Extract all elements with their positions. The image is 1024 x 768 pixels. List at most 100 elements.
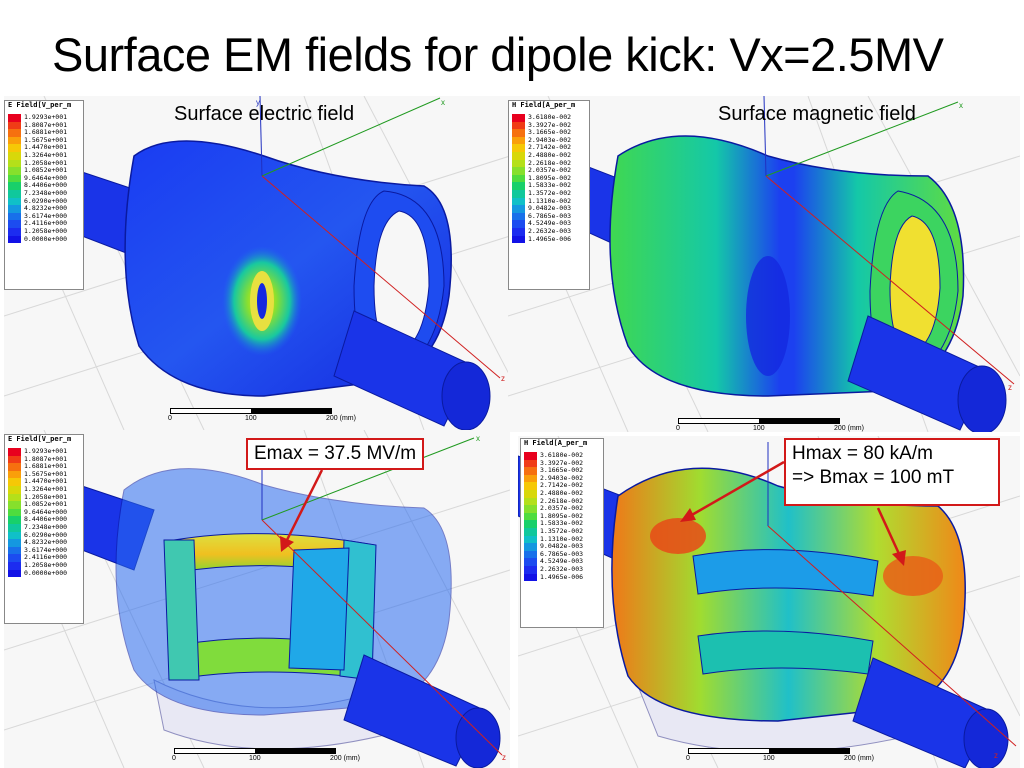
legend-value: 1.8095e-002 (528, 173, 572, 182)
legend-values: 1.9293e+001 1.8087e+001 1.6881e+001 1.5675e… (24, 113, 68, 243)
legend-value: 1.3264e+001 (24, 150, 68, 159)
legend-value: 1.3572e-002 (540, 526, 584, 535)
legend-swatch (8, 485, 21, 494)
legend-swatch (512, 136, 525, 145)
legend-value: 0.0000e+000 (24, 234, 68, 243)
legend-value: 3.6174e+000 (24, 211, 68, 220)
callout-arrow-emax (284, 469, 324, 543)
legend-swatch (524, 527, 537, 536)
legend-swatch (512, 212, 525, 221)
cavity-render-magnetic-bottom: z (518, 436, 1020, 768)
legend-swatch (8, 516, 21, 524)
panel-top-right-magnetic: x z H Field[A_per_m 3.6180e-002 3.3927e-0… (508, 96, 1020, 432)
legend-value: 1.4965e-006 (540, 572, 584, 581)
legend-value: 9.6464e+000 (24, 507, 68, 516)
legend-swatch (524, 550, 537, 559)
legend-swatch (524, 489, 537, 498)
legend-magnetic-field: H Field[A_per_m 3.6180e-002 3.3927e-002 3.… (508, 100, 590, 290)
legend-value: 2.7142e-002 (528, 143, 572, 152)
legend-swatch (512, 129, 525, 137)
legend-value: 2.2632e-003 (540, 564, 584, 573)
legend-swatch (8, 501, 21, 509)
legend-swatch (512, 167, 525, 175)
legend-value: 1.2058e+001 (24, 158, 68, 167)
legend-value: 3.1665e-002 (528, 128, 572, 137)
legend-swatch (8, 470, 21, 479)
legend-value: 4.5249e-003 (528, 219, 572, 228)
legend-value: 1.2058e+000 (24, 226, 68, 235)
axis-label-z: z (1008, 383, 1012, 392)
legend-swatch (8, 205, 21, 213)
legend-value: 1.9293e+001 (24, 447, 68, 455)
scale-bar: 0 100 200 (mm) (168, 746, 368, 768)
legend-swatch (8, 493, 21, 502)
legend-value: 2.4116e+000 (24, 219, 68, 228)
legend-swatch (512, 114, 525, 122)
axis-label-x: x (959, 101, 963, 110)
legend-swatch (8, 212, 21, 221)
legend-swatch (512, 227, 525, 236)
legend-value: 2.4880e-002 (528, 150, 572, 159)
legend-value: 1.2058e+001 (24, 492, 68, 501)
legend-swatch (524, 482, 537, 490)
legend-value: 0.0000e+000 (24, 568, 68, 577)
legend-swatch (524, 467, 537, 475)
legend-value: 1.5833e-002 (540, 519, 584, 528)
legend-swatch (8, 463, 21, 471)
legend-swatch (8, 546, 21, 555)
legend-value: 9.0482e-003 (528, 204, 572, 213)
legend-value: 1.6881e+001 (24, 128, 68, 137)
legend-title: E Field[V_per_m (8, 435, 72, 443)
scale-bar: 0 100 200 (mm) (682, 746, 882, 768)
legend-swatch (8, 151, 21, 160)
legend-values: 1.9293e+001 1.8087e+001 1.6881e+001 1.5675e… (24, 447, 68, 577)
cavity-render-electric-bottom: x z (4, 430, 510, 768)
legend-swatch (8, 114, 21, 122)
legend-value: 2.7142e-002 (540, 481, 584, 490)
legend-swatch (524, 558, 537, 566)
legend-value: 1.5675e+001 (24, 135, 68, 144)
legend-value: 1.5675e+001 (24, 469, 68, 478)
legend-value: 1.3264e+001 (24, 484, 68, 493)
legend-swatch (512, 174, 525, 183)
legend-value: 1.2058e+000 (24, 560, 68, 569)
caption-surface-magnetic-field: Surface magnetic field (718, 103, 916, 125)
legend-swatch (512, 159, 525, 168)
legend-swatch (512, 189, 525, 198)
legend-value: 3.3927e-002 (540, 458, 584, 467)
axis-label-z: z (502, 753, 506, 762)
legend-value: 6.0290e+000 (24, 196, 68, 205)
legend-value: 1.4470e+001 (24, 143, 68, 152)
legend-value: 1.3572e-002 (528, 188, 572, 197)
legend-title: H Field[A_per_m (524, 439, 588, 447)
legend-value: 4.5249e-003 (540, 557, 584, 566)
legend-swatch (8, 561, 21, 570)
legend-swatch (8, 159, 21, 168)
legend-value: 1.5833e-002 (528, 181, 572, 190)
callout-hmax-line1: Hmax = 80 kA/m (792, 443, 933, 464)
legend-value: 6.0290e+000 (24, 530, 68, 539)
legend-swatch (524, 543, 537, 551)
legend-swatch (8, 121, 21, 130)
legend-color-scale (8, 448, 21, 578)
legend-value: 2.2618e-002 (528, 158, 572, 167)
legend-value: 2.0357e-002 (540, 504, 584, 513)
legend-swatch (8, 448, 21, 456)
legend-value: 1.8087e+001 (24, 120, 68, 129)
legend-swatch (524, 497, 537, 506)
legend-value: 1.8095e-002 (540, 511, 584, 520)
legend-value: 1.9293e+001 (24, 113, 68, 121)
legend-value: 1.6881e+001 (24, 462, 68, 471)
callout-arrow-hmax-left (689, 460, 785, 518)
legend-swatch (524, 505, 537, 513)
legend-swatch (8, 136, 21, 145)
legend-swatch (8, 523, 21, 532)
scale-bar: 0 100 200 (mm) (164, 406, 364, 430)
axis-label-x: x (476, 434, 480, 443)
axis-label-y: y (256, 98, 260, 107)
legend-value: 8.4406e+000 (24, 181, 68, 190)
callout-hmax: Hmax = 80 kA/m => Bmax = 100 mT (784, 438, 1000, 506)
legend-swatch (8, 227, 21, 236)
legend-value: 2.9403e-002 (528, 135, 572, 144)
caption-surface-electric-field: Surface electric field (174, 103, 355, 125)
